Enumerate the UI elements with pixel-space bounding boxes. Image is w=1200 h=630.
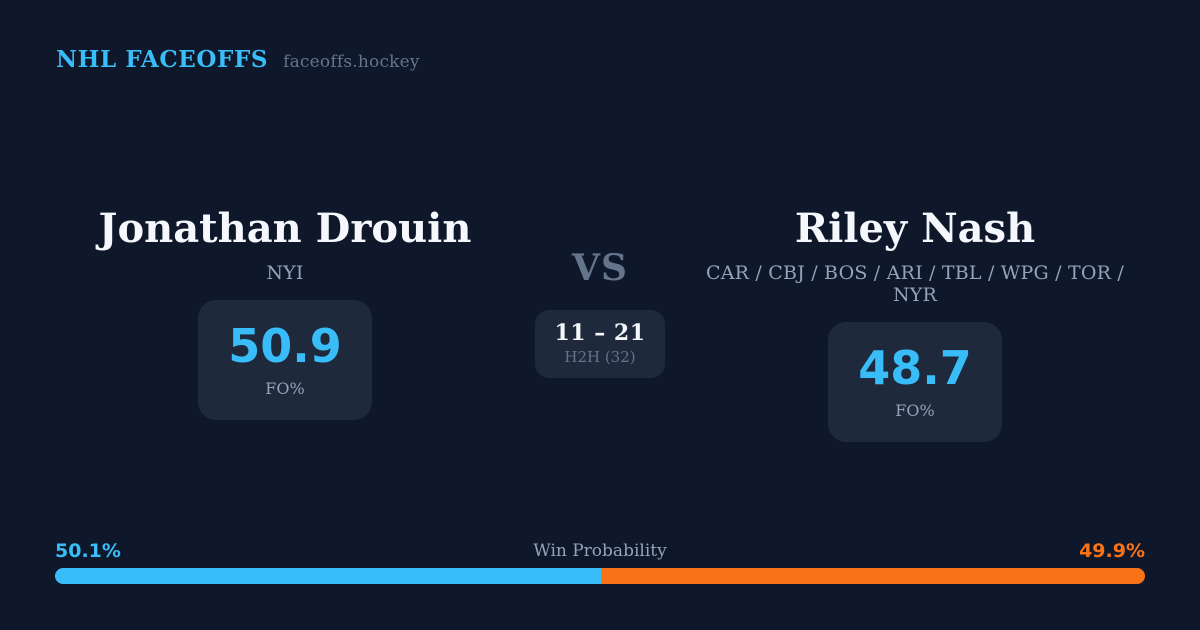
- win-probability-right-percent: 49.9%: [1079, 540, 1145, 562]
- site-url: faceoffs.hockey: [283, 52, 420, 72]
- player-left-fo-percent: 50.9: [228, 318, 342, 373]
- win-probability-bar-right-segment: [601, 568, 1145, 584]
- player-right-stat-label: FO%: [895, 400, 935, 420]
- vs-label: VS: [572, 247, 628, 289]
- player-left-name: Jonathan Drouin: [98, 205, 472, 252]
- player-left-teams: NYI: [266, 262, 304, 284]
- player-left-stat-card: 50.9 FO%: [198, 300, 372, 420]
- player-right-stat-card: 48.7 FO%: [828, 322, 1002, 442]
- head-to-head-label: H2H (32): [564, 348, 636, 366]
- win-probability-left-percent: 50.1%: [55, 540, 121, 562]
- head-to-head-record: 11 – 21: [554, 320, 646, 346]
- player-right-name: Riley Nash: [794, 205, 1036, 252]
- win-probability-bar: [55, 568, 1145, 584]
- matchup-section: Jonathan Drouin NYI 50.9 FO% VS 11 – 21 …: [0, 207, 1200, 442]
- head-to-head-card: 11 – 21 H2H (32): [535, 310, 665, 378]
- win-probability-section: 50.1% Win Probability 49.9%: [55, 541, 1145, 584]
- win-probability-title: Win Probability: [533, 541, 667, 561]
- player-left-column: Jonathan Drouin NYI 50.9 FO%: [55, 207, 515, 420]
- versus-column: VS 11 – 21 H2H (32): [515, 207, 685, 378]
- player-left-stat-label: FO%: [265, 378, 305, 398]
- header: NHL FACEOFFS faceoffs.hockey: [56, 46, 420, 73]
- win-probability-bar-left-segment: [55, 568, 602, 584]
- player-right-teams: CAR / CBJ / BOS / ARI / TBL / WPG / TOR …: [706, 262, 1124, 306]
- brand-title: NHL FACEOFFS: [56, 46, 269, 73]
- win-probability-labels: 50.1% Win Probability 49.9%: [55, 541, 1145, 562]
- player-right-column: Riley Nash CAR / CBJ / BOS / ARI / TBL /…: [685, 207, 1145, 442]
- player-right-fo-percent: 48.7: [858, 340, 972, 395]
